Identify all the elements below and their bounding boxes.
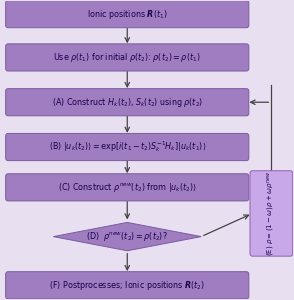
FancyBboxPatch shape xyxy=(6,134,249,160)
FancyBboxPatch shape xyxy=(250,171,293,256)
Text: (D)  $\rho^{new}(t_2) = \rho(t_2)$?: (D) $\rho^{new}(t_2) = \rho(t_2)$? xyxy=(86,230,168,243)
Text: (C) Construct $\rho^{new}(t_2)$ from $|u_k(t_2)\rangle$: (C) Construct $\rho^{new}(t_2)$ from $|u… xyxy=(58,181,197,194)
FancyBboxPatch shape xyxy=(6,174,249,201)
Text: (F) Postprocesses; Ionic positions $\boldsymbol{R}(t_2)$: (F) Postprocesses; Ionic positions $\bol… xyxy=(49,279,205,292)
Text: (E) $\rho = (1-\omega)\rho + \omega\rho^{new}$: (E) $\rho = (1-\omega)\rho + \omega\rho^… xyxy=(266,171,277,256)
FancyBboxPatch shape xyxy=(6,44,249,71)
FancyBboxPatch shape xyxy=(6,1,249,28)
Text: (B) $|u_k(t_2)\rangle = \exp[i(t_1 - t_2)S_k^{-1}H_k]|u_k(t_1)\rangle$: (B) $|u_k(t_2)\rangle = \exp[i(t_1 - t_2… xyxy=(49,140,206,154)
Text: Ionic positions $\boldsymbol{R}(t_1)$: Ionic positions $\boldsymbol{R}(t_1)$ xyxy=(87,8,168,21)
FancyBboxPatch shape xyxy=(6,88,249,116)
Text: Use $\rho(t_1)$ for initial $\rho(t_2)$: $\rho(t_2) = \rho(t_1)$: Use $\rho(t_1)$ for initial $\rho(t_2)$:… xyxy=(54,51,201,64)
FancyBboxPatch shape xyxy=(6,272,249,299)
Polygon shape xyxy=(53,222,201,251)
Text: (A) Construct $H_k(t_2)$, $S_k(t_2)$ using $\rho(t_2)$: (A) Construct $H_k(t_2)$, $S_k(t_2)$ usi… xyxy=(51,96,203,109)
